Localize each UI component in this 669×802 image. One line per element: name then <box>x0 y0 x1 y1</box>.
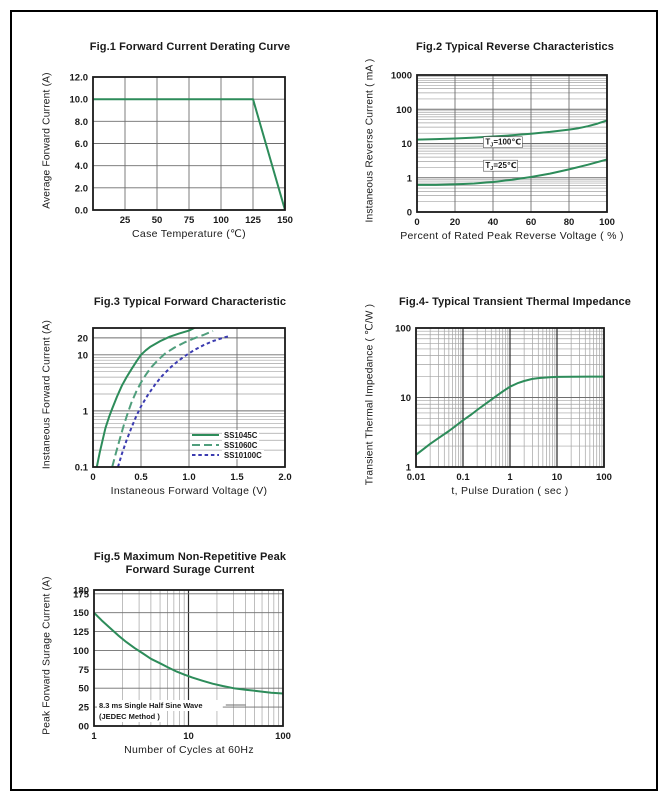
svg-text:0.01: 0.01 <box>407 472 426 483</box>
svg-text:1000: 1000 <box>391 71 412 82</box>
svg-text:0: 0 <box>90 472 95 483</box>
svg-text:75: 75 <box>184 215 195 226</box>
figure-4-title: Fig.4- Typical Transient Thermal Impedan… <box>398 296 631 308</box>
svg-text:4.0: 4.0 <box>75 161 88 172</box>
figure-5-plot-canvas: 8.3 ms Single Half Sine Wave (JEDEC Metho… <box>73 586 291 743</box>
svg-text:25: 25 <box>120 215 131 226</box>
svg-text:1: 1 <box>406 463 412 474</box>
figure-1-title: Fig.1 Forward Current Derating Curve <box>89 41 291 53</box>
svg-text:0.1: 0.1 <box>456 472 470 483</box>
svg-text:8.0: 8.0 <box>75 117 88 128</box>
svg-text:SS1045C: SS1045C <box>224 431 258 440</box>
figure-5-title-line2: Forward Surage Current <box>125 564 255 576</box>
svg-text:50: 50 <box>152 215 163 226</box>
figure-3-title: Fig.3 Typical Forward Characteristic <box>93 296 287 308</box>
svg-text:20: 20 <box>77 333 88 344</box>
svg-text:25: 25 <box>78 703 89 714</box>
svg-text:(JEDEC Method ): (JEDEC Method ) <box>99 712 160 721</box>
figure-2-x-axis-label: Percent of Rated Peak Reverse Voltage ( … <box>400 230 624 242</box>
svg-text:50: 50 <box>78 684 89 695</box>
svg-text:75: 75 <box>78 665 89 676</box>
svg-text:150: 150 <box>277 215 293 226</box>
svg-text:0.1: 0.1 <box>75 463 89 474</box>
svg-text:12.0: 12.0 <box>70 73 89 84</box>
svg-text:10: 10 <box>401 139 412 150</box>
svg-text:100: 100 <box>596 472 612 483</box>
svg-text:TJ=100℃: TJ=100℃ <box>485 138 521 149</box>
svg-text:8.3 ms Single Half Sine Wave: 8.3 ms Single Half Sine Wave <box>99 701 203 710</box>
figure-5-title-line1: Fig.5 Maximum Non-Repetitive Peak <box>93 551 287 563</box>
svg-text:2.0: 2.0 <box>278 472 291 483</box>
svg-text:SS10100C: SS10100C <box>224 451 262 460</box>
svg-text:1.0: 1.0 <box>182 472 195 483</box>
svg-text:1: 1 <box>407 173 413 184</box>
figure-5-peak-forward-surge-current: Fig.5 Maximum Non-Repetitive Peak Forwar… <box>25 545 340 795</box>
svg-text:20: 20 <box>450 217 461 228</box>
page-border <box>10 10 658 791</box>
figure-3-typical-forward-characteristic: Fig.3 Typical Forward Characteristic Ins… <box>25 290 340 540</box>
figure-1-forward-current-derating: Fig.1 Forward Current Derating Curve Ave… <box>25 35 340 285</box>
svg-text:100: 100 <box>396 105 412 116</box>
figure-2-title: Fig.2 Typical Reverse Characteristics <box>416 41 614 53</box>
svg-text:6.0: 6.0 <box>75 139 88 150</box>
svg-text:60: 60 <box>526 217 537 228</box>
figure-1-plot-canvas: 25 50 75 100 125 150 0.0 2.0 4.0 6.0 8.0 10.0 12.0 <box>70 73 293 227</box>
svg-text:180: 180 <box>73 586 89 597</box>
svg-text:10: 10 <box>552 472 563 483</box>
svg-text:100: 100 <box>395 324 411 335</box>
svg-text:40: 40 <box>488 217 499 228</box>
svg-text:10: 10 <box>77 350 88 361</box>
svg-text:175: 175 <box>73 589 90 600</box>
svg-text:125: 125 <box>245 215 262 226</box>
figure-4-transient-thermal-impedance: Fig.4- Typical Transient Thermal Impedan… <box>350 290 665 540</box>
figure-5-x-axis-label: Number of Cycles at 60Hz <box>124 744 254 756</box>
svg-text:10.0: 10.0 <box>70 95 89 106</box>
svg-text:1: 1 <box>91 731 97 742</box>
svg-text:00: 00 <box>78 722 89 733</box>
svg-text:2.0: 2.0 <box>75 183 88 194</box>
svg-text:80: 80 <box>564 217 575 228</box>
svg-text:10: 10 <box>183 731 194 742</box>
svg-text:0: 0 <box>407 208 412 219</box>
svg-text:125: 125 <box>73 627 90 638</box>
figure-2-typical-reverse-characteristics: Fig.2 Typical Reverse Characteristics In… <box>350 35 665 285</box>
svg-text:100: 100 <box>213 215 229 226</box>
svg-text:0: 0 <box>414 217 419 228</box>
svg-text:100: 100 <box>275 731 291 742</box>
svg-text:0.5: 0.5 <box>134 472 148 483</box>
svg-text:0.0: 0.0 <box>75 206 88 217</box>
svg-text:1.5: 1.5 <box>230 472 244 483</box>
svg-text:SS1060C: SS1060C <box>224 441 258 450</box>
svg-text:1: 1 <box>507 472 513 483</box>
figure-4-x-axis-label: t, Pulse Duration ( sec ) <box>451 485 569 497</box>
svg-text:10: 10 <box>400 393 411 404</box>
svg-text:1: 1 <box>83 406 89 417</box>
figure-1-x-axis-label: Case Temperature (℃) <box>132 228 246 240</box>
figure-4-plot-canvas: 0.01 0.1 1 10 100 100 10 1 <box>395 324 612 484</box>
figure-3-x-axis-label: Instaneous Forward Voltage (V) <box>110 485 268 497</box>
svg-text:100: 100 <box>599 217 615 228</box>
svg-text:TJ=25℃: TJ=25℃ <box>485 161 517 172</box>
svg-text:100: 100 <box>73 646 89 657</box>
svg-text:150: 150 <box>73 608 89 619</box>
